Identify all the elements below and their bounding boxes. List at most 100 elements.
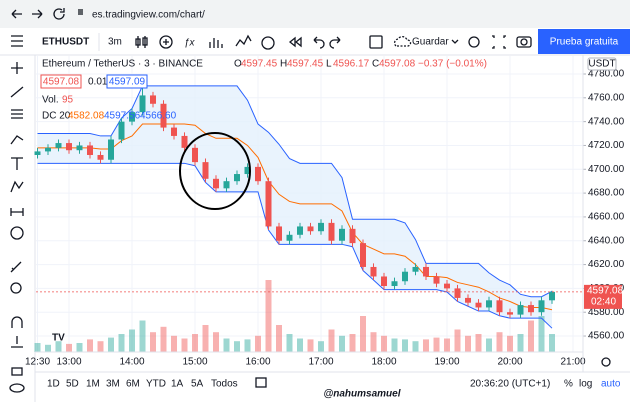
reload-button[interactable] <box>53 8 65 20</box>
compare-button[interactable] <box>159 35 173 49</box>
x-tick-label: 16:00 <box>245 357 270 368</box>
range-button[interactable]: 3M <box>106 379 120 390</box>
range-button[interactable]: 5D <box>66 379 79 390</box>
back-button[interactable] <box>11 9 22 19</box>
draw-mode-tool[interactable] <box>11 336 23 348</box>
volume-bar <box>66 343 72 352</box>
lock-tool[interactable] <box>11 367 23 376</box>
volume-bar <box>150 332 156 352</box>
candle-body <box>475 302 482 308</box>
ruler-tool[interactable] <box>10 261 22 273</box>
magnet-tool[interactable] <box>11 316 23 328</box>
undo-button[interactable] <box>313 36 325 49</box>
currency-box[interactable] <box>587 57 617 71</box>
last-price-badge <box>584 284 622 309</box>
indicators-button[interactable]: ƒx <box>184 38 196 49</box>
volume-bar <box>34 343 41 352</box>
snapshot-button[interactable] <box>516 36 532 48</box>
url[interactable]: es.tradingview.com/chart/ <box>92 10 205 21</box>
ask-box[interactable] <box>106 74 148 89</box>
financials-button[interactable] <box>209 38 223 48</box>
trend-line-tool[interactable] <box>10 86 24 98</box>
volume-bar <box>507 335 513 352</box>
templates-button[interactable] <box>235 34 252 47</box>
forward-button[interactable] <box>32 9 43 19</box>
volume-value: 95 <box>62 95 74 106</box>
hide-tool[interactable] <box>9 383 25 393</box>
dc-basis: 4582.08 <box>68 111 105 122</box>
range-button[interactable]: 6M <box>126 379 140 390</box>
fullscreen-button[interactable] <box>492 35 506 49</box>
axis-option[interactable]: auto <box>601 379 621 390</box>
candle-body <box>444 283 450 289</box>
goto-date[interactable] <box>255 377 267 388</box>
icon-tool[interactable] <box>10 226 24 240</box>
volume-bar <box>339 335 345 352</box>
bid-box[interactable] <box>40 74 82 89</box>
alert-button[interactable] <box>261 36 275 50</box>
range-button[interactable]: Todos <box>211 379 238 390</box>
candle-body <box>423 266 429 277</box>
trial-button[interactable] <box>538 29 630 54</box>
candle-body <box>402 271 408 282</box>
volume-bar <box>45 344 51 352</box>
volume-bar <box>192 334 198 352</box>
axis-option[interactable]: % <box>564 379 573 390</box>
range-button[interactable]: YTD <box>146 379 166 390</box>
tv-logo[interactable]: TV <box>52 333 65 344</box>
lock-icon <box>78 9 83 15</box>
y-tick-label: 4680.00 <box>588 188 625 199</box>
replay-button[interactable] <box>288 36 302 48</box>
volume-bar <box>444 338 450 352</box>
volume-bar <box>76 343 83 352</box>
save-button[interactable]: Guardar <box>412 37 449 48</box>
interval[interactable]: 3m <box>108 37 122 48</box>
pattern-tool[interactable] <box>10 180 24 193</box>
settings-button[interactable] <box>468 36 480 48</box>
volume-bar <box>55 341 62 352</box>
volume-bar <box>328 329 335 352</box>
crosshair-tool[interactable] <box>11 62 23 74</box>
candle-body <box>507 312 513 315</box>
volume-bar <box>391 338 398 352</box>
zoom-tool[interactable] <box>10 282 22 294</box>
y-tick-label: 4720.00 <box>588 140 625 151</box>
candle-body <box>286 234 293 241</box>
volume-bar <box>129 329 135 352</box>
save-dropdown[interactable] <box>451 39 459 44</box>
axis-option[interactable]: log <box>579 379 592 390</box>
volume-bar <box>528 320 534 352</box>
range-button[interactable]: 1D <box>47 379 60 390</box>
fib-tool[interactable] <box>11 109 23 119</box>
dc-basis-line <box>37 123 553 311</box>
candle-body <box>171 127 177 136</box>
volume-bar <box>318 341 324 352</box>
brush-tool[interactable] <box>10 135 24 145</box>
range-button[interactable]: 5A <box>191 379 204 390</box>
x-tick-label: 13:00 <box>56 357 81 368</box>
x-tick-label: 12:30 <box>25 357 50 368</box>
candle-body <box>370 266 377 277</box>
layout-button[interactable] <box>369 35 383 49</box>
candle-body <box>318 222 324 232</box>
volume-bar <box>213 332 219 352</box>
range-button[interactable]: 1A <box>171 379 184 390</box>
candle-body <box>255 166 261 182</box>
axis-settings[interactable] <box>601 357 611 367</box>
text-tool[interactable] <box>11 157 23 170</box>
redo-button[interactable] <box>329 36 341 49</box>
candle-body <box>150 95 156 104</box>
volume-bar <box>517 334 524 352</box>
volume-bar <box>402 339 408 352</box>
measure-tool[interactable] <box>10 208 24 216</box>
y-tick-label: 4560.00 <box>588 331 625 342</box>
annotation-circle <box>179 132 251 210</box>
ohlc-value: 4596.17 <box>333 59 370 70</box>
candle-body <box>549 291 555 301</box>
candle-body <box>223 181 230 189</box>
menu-button[interactable] <box>11 35 23 47</box>
volume-bar <box>108 337 114 352</box>
symbol[interactable]: ETHUSDT <box>42 37 89 48</box>
chart-type-button[interactable] <box>135 36 148 48</box>
range-button[interactable]: 1M <box>86 379 100 390</box>
